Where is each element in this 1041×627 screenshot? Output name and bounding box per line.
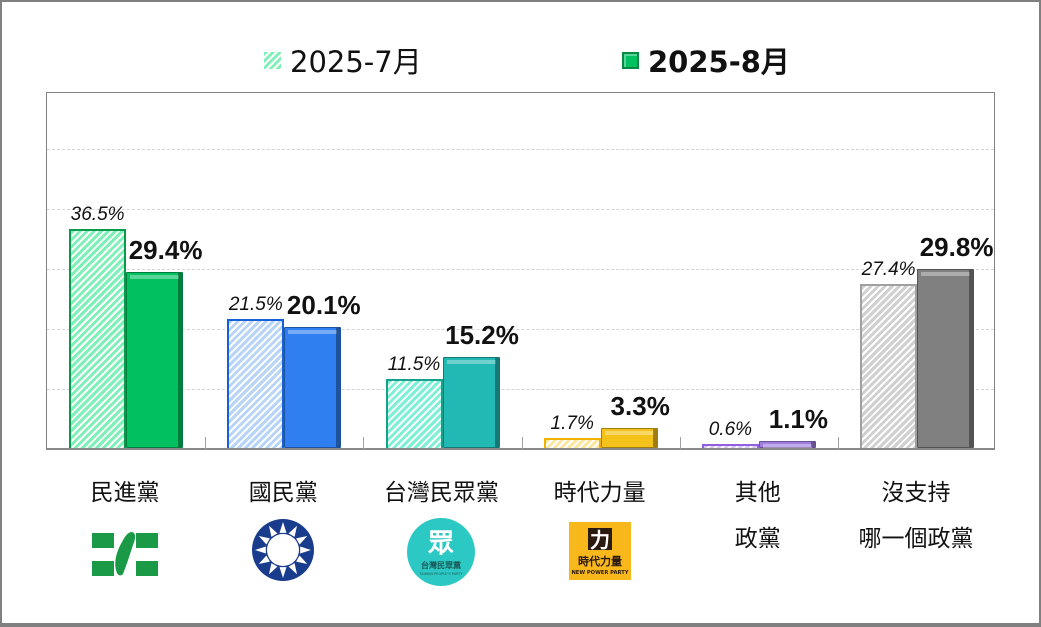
data-label-2025-08: 20.1% xyxy=(286,290,361,321)
axis-tick xyxy=(205,437,206,449)
bar-2025-08 xyxy=(284,327,342,448)
bar-2025-07 xyxy=(701,444,759,448)
data-label-2025-07: 36.5% xyxy=(70,204,125,225)
category-1: 國民黨 xyxy=(204,478,362,582)
category-label-line2: 政黨 xyxy=(734,526,781,552)
bar-2025-07 xyxy=(227,319,285,448)
gridline xyxy=(47,269,994,270)
category-label: 時代力量 xyxy=(553,480,646,506)
category-label-line2: 哪一個政黨 xyxy=(858,526,974,552)
legend-item-jul: 2025-7月 xyxy=(264,40,422,80)
svg-text:眾: 眾 xyxy=(427,529,454,559)
svg-text:力: 力 xyxy=(590,528,610,552)
category-3: 時代力量力時代力量 NEW POWER PARTY xyxy=(521,478,679,580)
bar-2025-08 xyxy=(600,428,658,448)
legend: 2025-7月 2025-8月 xyxy=(0,40,1041,80)
data-label-2025-07: 21.5% xyxy=(228,294,283,315)
bar-2025-07 xyxy=(69,229,127,448)
gridline xyxy=(47,149,994,150)
category-5: 沒支持 哪一個政黨 xyxy=(837,478,995,554)
legend-label-jul: 2025-7月 xyxy=(290,45,422,79)
svg-text:TAIWAN PEOPLE'S PARTY: TAIWAN PEOPLE'S PARTY xyxy=(419,572,464,576)
npp-logo-icon: 力時代力量 NEW POWER PARTY xyxy=(568,522,631,580)
bar-2025-07 xyxy=(860,283,918,448)
kmt-logo-icon xyxy=(251,518,315,582)
bar-2025-07 xyxy=(385,379,443,448)
axis-tick xyxy=(363,437,364,449)
gridline xyxy=(47,209,994,210)
category-label: 國民黨 xyxy=(248,480,318,506)
gridline xyxy=(47,329,994,330)
category-label: 沒支持 xyxy=(881,480,951,506)
axis-tick xyxy=(680,437,681,449)
legend-item-aug: 2025-8月 xyxy=(622,40,790,80)
data-label-2025-07: 0.6% xyxy=(708,419,753,440)
svg-text:時代力量: 時代力量 xyxy=(578,554,622,568)
legend-label-aug: 2025-8月 xyxy=(648,45,790,79)
gridline xyxy=(47,389,994,390)
data-label-2025-08: 29.8% xyxy=(919,232,994,263)
plot-area: 36.5% 29.4% 21.5% 20.1% 11.5% 15.2% 1.7% 3.3% 0.… xyxy=(46,92,995,450)
data-label-2025-08: 1.1% xyxy=(768,404,829,435)
dpp-logo-icon xyxy=(92,530,158,578)
data-label-2025-08: 29.4% xyxy=(128,234,203,265)
axis-tick xyxy=(838,437,839,449)
category-label: 其他 xyxy=(734,480,781,506)
svg-text:NEW POWER PARTY: NEW POWER PARTY xyxy=(571,570,628,576)
bar-2025-08 xyxy=(917,269,975,448)
bar-2025-07 xyxy=(543,437,601,448)
bar-2025-08 xyxy=(126,271,184,448)
bar-2025-08 xyxy=(442,356,500,448)
category-2: 台灣民眾黨眾台灣民眾黨 TAIWAN PEOPLE'S PARTY xyxy=(362,478,520,586)
category-4: 其他 政黨 xyxy=(679,478,837,554)
category-0: 民進黨 xyxy=(46,478,204,578)
solid-swatch-icon xyxy=(622,51,639,69)
data-label-2025-08: 3.3% xyxy=(610,391,670,422)
category-label: 民進黨 xyxy=(90,480,160,506)
data-label-2025-07: 11.5% xyxy=(387,354,441,375)
data-label-2025-08: 15.2% xyxy=(445,319,519,350)
bar-2025-08 xyxy=(758,441,816,448)
svg-text:台灣民眾黨: 台灣民眾黨 xyxy=(421,560,461,570)
data-label-2025-07: 1.7% xyxy=(550,412,594,434)
data-label-2025-07: 27.4% xyxy=(861,258,916,280)
category-label: 台灣民眾黨 xyxy=(383,480,499,506)
hatched-swatch-icon xyxy=(264,51,281,69)
tpp-logo-icon: 眾台灣民眾黨 TAIWAN PEOPLE'S PARTY xyxy=(407,518,476,586)
axis-tick xyxy=(522,437,523,449)
